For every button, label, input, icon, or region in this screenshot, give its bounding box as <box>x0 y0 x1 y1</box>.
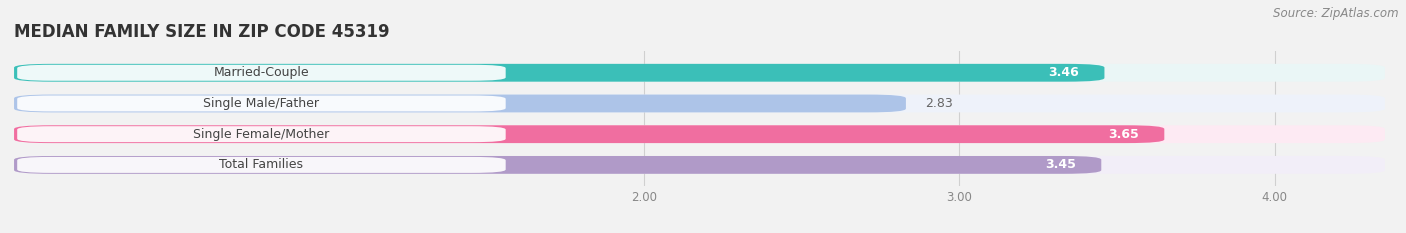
Text: Married-Couple: Married-Couple <box>214 66 309 79</box>
FancyBboxPatch shape <box>14 156 1101 174</box>
FancyBboxPatch shape <box>14 156 1385 174</box>
FancyBboxPatch shape <box>14 95 1385 112</box>
Text: Source: ZipAtlas.com: Source: ZipAtlas.com <box>1274 7 1399 20</box>
Text: Single Male/Father: Single Male/Father <box>204 97 319 110</box>
Text: 3.65: 3.65 <box>1108 128 1139 141</box>
FancyBboxPatch shape <box>17 126 506 142</box>
FancyBboxPatch shape <box>17 157 506 173</box>
Text: Single Female/Mother: Single Female/Mother <box>193 128 329 141</box>
FancyBboxPatch shape <box>14 64 1385 82</box>
FancyBboxPatch shape <box>17 96 506 111</box>
Text: 3.46: 3.46 <box>1049 66 1080 79</box>
FancyBboxPatch shape <box>14 95 905 112</box>
Text: 2.83: 2.83 <box>925 97 952 110</box>
Text: MEDIAN FAMILY SIZE IN ZIP CODE 45319: MEDIAN FAMILY SIZE IN ZIP CODE 45319 <box>14 23 389 41</box>
Text: 3.45: 3.45 <box>1045 158 1076 171</box>
Text: Total Families: Total Families <box>219 158 304 171</box>
FancyBboxPatch shape <box>14 125 1385 143</box>
FancyBboxPatch shape <box>17 65 506 81</box>
FancyBboxPatch shape <box>14 64 1105 82</box>
FancyBboxPatch shape <box>14 125 1164 143</box>
